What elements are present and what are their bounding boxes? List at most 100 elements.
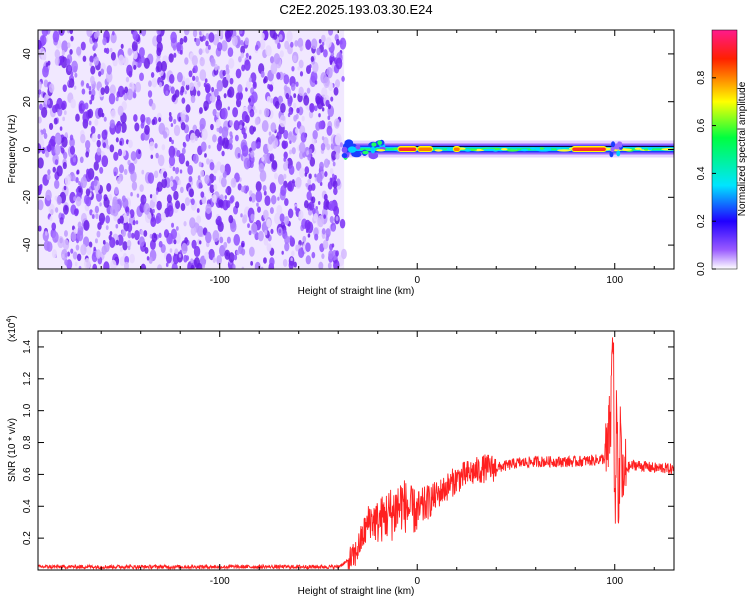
signal-speckle — [434, 149, 443, 152]
noise-blob — [106, 183, 112, 192]
noise-blob — [69, 48, 73, 55]
noise-blob — [179, 37, 184, 45]
noise-blob — [283, 84, 288, 92]
noise-blob — [201, 128, 208, 141]
noise-blob — [283, 157, 287, 162]
noise-blob — [331, 150, 337, 161]
figure-title: C2E2.2025.193.03.30.E24 — [279, 2, 432, 17]
noise-blob — [62, 84, 67, 92]
noise-blob — [321, 87, 328, 98]
noise-blob — [93, 179, 98, 187]
noise-blob — [216, 95, 221, 102]
noise-blob — [250, 72, 257, 83]
noise-blob — [332, 180, 338, 189]
noise-blob — [321, 107, 325, 112]
noise-blob — [306, 87, 311, 94]
noise-blob — [172, 45, 177, 51]
noise-blob — [64, 175, 71, 186]
noise-blob — [300, 132, 307, 143]
noise-blob — [202, 35, 206, 41]
noise-blob — [284, 40, 290, 50]
noise-blob — [285, 160, 289, 165]
noise-blob — [279, 213, 285, 223]
noise-blob — [102, 142, 107, 149]
noise-blob — [154, 143, 158, 149]
noise-blob — [287, 99, 292, 107]
noise-blob — [169, 180, 174, 188]
noise-blob — [117, 105, 124, 116]
noise-blob — [93, 41, 98, 49]
noise-blob — [54, 159, 59, 166]
noise-blob — [237, 152, 241, 158]
noise-blob — [80, 176, 88, 189]
noise-blob — [248, 246, 255, 257]
noise-blob — [80, 80, 85, 86]
noise-blob — [144, 246, 149, 254]
noise-blob — [262, 184, 267, 192]
noise-blob — [249, 109, 255, 118]
signal-disturbance — [609, 151, 614, 158]
noise-blob — [264, 107, 270, 118]
noise-blob — [181, 242, 188, 255]
noise-blob — [67, 251, 71, 257]
noise-blob — [261, 120, 269, 132]
noise-blob — [70, 248, 74, 254]
noise-blob — [331, 243, 335, 248]
noise-blob — [61, 40, 69, 53]
noise-blob — [329, 215, 334, 224]
noise-blob — [240, 39, 244, 46]
noise-blob — [295, 81, 299, 87]
noise-blob — [38, 157, 44, 169]
noise-blob — [166, 205, 174, 217]
noise-blob — [53, 117, 58, 125]
noise-blob — [292, 55, 297, 63]
noise-blob — [266, 95, 271, 103]
snr-y-multiplier: (x104) — [6, 315, 18, 342]
noise-blob — [115, 96, 119, 102]
noise-blob — [159, 81, 163, 88]
noise-blob — [76, 230, 84, 242]
noise-blob — [174, 248, 179, 255]
noise-blob — [72, 251, 78, 260]
signal-onset-blob — [355, 145, 361, 150]
noise-blob — [76, 169, 80, 175]
noise-blob — [190, 95, 196, 104]
noise-blob — [312, 129, 318, 140]
noise-blob — [191, 55, 198, 67]
noise-blob — [158, 240, 163, 248]
noise-blob — [172, 93, 177, 101]
noise-blob — [122, 213, 129, 224]
noise-blob — [56, 97, 63, 110]
noise-blob — [314, 105, 318, 112]
noise-blob — [91, 133, 97, 143]
noise-blob — [46, 173, 51, 181]
snr-y-tick-label: 1.4 — [22, 340, 33, 354]
noise-blob — [54, 144, 61, 156]
noise-blob — [258, 109, 262, 115]
snr-y-tick-label: 0.6 — [22, 467, 33, 481]
noise-blob — [151, 232, 158, 243]
noise-blob — [156, 61, 163, 73]
noise-blob — [235, 201, 240, 209]
noise-blob — [148, 80, 152, 87]
noise-blob — [320, 72, 327, 84]
noise-blob — [321, 232, 326, 240]
noise-blob — [45, 150, 49, 158]
noise-blob — [138, 149, 141, 155]
noise-blob — [94, 205, 100, 214]
noise-blob — [117, 148, 123, 157]
noise-blob — [228, 143, 233, 150]
noise-blob — [241, 242, 245, 248]
noise-blob — [151, 77, 158, 88]
snr-x-tick-label: 0 — [414, 576, 420, 587]
noise-blob — [190, 226, 197, 236]
noise-blob — [209, 95, 214, 102]
noise-blob — [105, 215, 111, 224]
noise-blob — [328, 249, 334, 260]
noise-blob — [307, 106, 310, 111]
noise-blob — [133, 64, 137, 70]
noise-blob — [250, 260, 254, 266]
noise-blob — [158, 117, 162, 123]
noise-blob — [139, 72, 144, 82]
noise-blob — [70, 71, 74, 76]
